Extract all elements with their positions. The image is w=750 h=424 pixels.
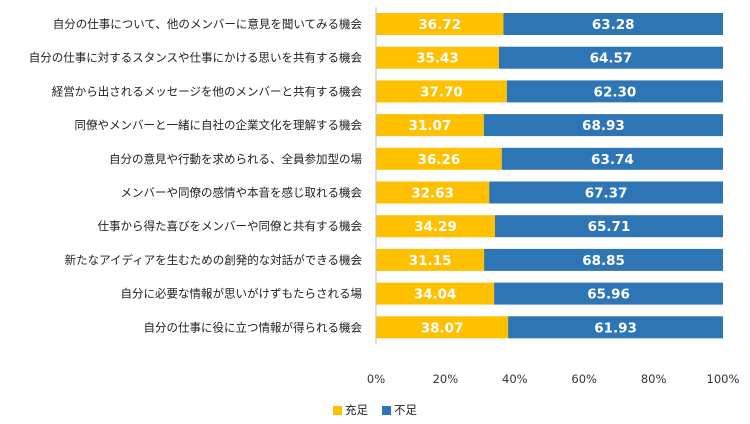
- legend: 充足 不足: [0, 402, 750, 418]
- bar-satisfied: [376, 46, 499, 69]
- data-label-satisfied: 31.07: [409, 118, 452, 134]
- category-label: 仕事から得た喜びをメンバーや同僚と共有する機会: [98, 219, 363, 233]
- category-label: 自分の意見や行動を求められる、全員参加型の場: [109, 152, 362, 166]
- category-label: 新たなアイディアを生むための創発的な対話ができる機会: [65, 253, 363, 267]
- data-label-satisfied: 35.43: [416, 51, 459, 67]
- x-tick-label: 80%: [641, 372, 667, 386]
- bar-lacking: [506, 80, 723, 103]
- data-label-satisfied: 36.26: [418, 152, 461, 168]
- bar-lacking: [498, 46, 723, 69]
- data-label-lacking: 65.96: [587, 287, 630, 303]
- legend-swatch-satisfied: [333, 405, 342, 415]
- data-label-lacking: 68.85: [582, 253, 625, 269]
- data-label-lacking: 63.28: [592, 17, 635, 33]
- category-label: 経営から出されるメッセージを他のメンバーと共有する機会: [52, 84, 363, 98]
- data-label-satisfied: 37.70: [420, 84, 463, 100]
- category-label: 自分の仕事に対するスタンスや仕事にかける思いを共有する機会: [29, 51, 363, 65]
- x-tick-label: 40%: [502, 372, 528, 386]
- data-label-lacking: 68.93: [582, 118, 625, 134]
- legend-item-satisfied: 充足: [333, 402, 368, 418]
- legend-item-lacking: 不足: [382, 402, 417, 418]
- bar-satisfied: [376, 316, 509, 339]
- data-label-lacking: 65.71: [588, 219, 631, 235]
- bar-satisfied: [376, 80, 507, 103]
- legend-label-satisfied: 充足: [345, 403, 368, 417]
- x-tick-label: 0%: [367, 372, 385, 386]
- data-label-lacking: 62.30: [594, 84, 637, 100]
- data-label-lacking: 61.93: [594, 320, 637, 336]
- data-label-satisfied: 38.07: [421, 320, 464, 336]
- data-labels: 36.72 63.28 35.43 64.57 37.70 62.30 31.07 68.93…: [409, 17, 637, 336]
- bar-satisfied: [376, 181, 490, 204]
- legend-swatch-lacking: [382, 405, 391, 415]
- category-labels: 自分の仕事について、他のメンバーに意見を聞いてみる機会自分の仕事に対するスタンス…: [29, 17, 363, 334]
- category-label: 自分の仕事に役に立つ情報が得られる機会: [144, 320, 363, 334]
- category-label: メンバーや同僚の感情や本音を感じ取れる機会: [121, 186, 363, 200]
- data-label-lacking: 64.57: [590, 51, 633, 67]
- bar-lacking: [489, 181, 723, 204]
- bar-lacking: [494, 215, 723, 238]
- bar-lacking: [508, 316, 723, 339]
- data-label-lacking: 67.37: [585, 186, 628, 202]
- bar-satisfied: [376, 13, 504, 35]
- x-axis-ticks: 0% 20% 40% 60% 80% 100%: [367, 372, 740, 386]
- category-label: 自分の仕事について、他のメンバーに意見を聞いてみる機会: [53, 17, 363, 31]
- bar-lacking: [501, 147, 723, 170]
- bar-satisfied: [376, 248, 485, 271]
- category-label: 同僚やメンバーと一緒に自社の企業文化を理解する機会: [75, 118, 363, 132]
- bar-lacking: [483, 114, 723, 137]
- bar-lacking: [503, 13, 723, 35]
- bars: [376, 13, 723, 339]
- bar-satisfied: [376, 114, 484, 137]
- bar-lacking: [494, 282, 723, 305]
- bar-satisfied: [376, 282, 495, 305]
- data-label-satisfied: 36.72: [418, 17, 461, 33]
- x-tick-label: 20%: [433, 372, 459, 386]
- data-label-satisfied: 34.04: [414, 287, 457, 303]
- bar-satisfied: [376, 147, 502, 170]
- data-label-satisfied: 34.29: [414, 219, 457, 235]
- bar-lacking: [484, 248, 723, 271]
- category-label: 自分に必要な情報が思いがけずもたらされる場: [121, 287, 363, 301]
- x-tick-label: 60%: [571, 372, 597, 386]
- legend-label-lacking: 不足: [394, 403, 417, 417]
- data-label-satisfied: 31.15: [409, 253, 452, 269]
- bar-satisfied: [376, 215, 495, 238]
- data-label-satisfied: 32.63: [411, 186, 454, 202]
- x-tick-label: 100%: [707, 372, 740, 386]
- data-label-lacking: 63.74: [591, 152, 634, 168]
